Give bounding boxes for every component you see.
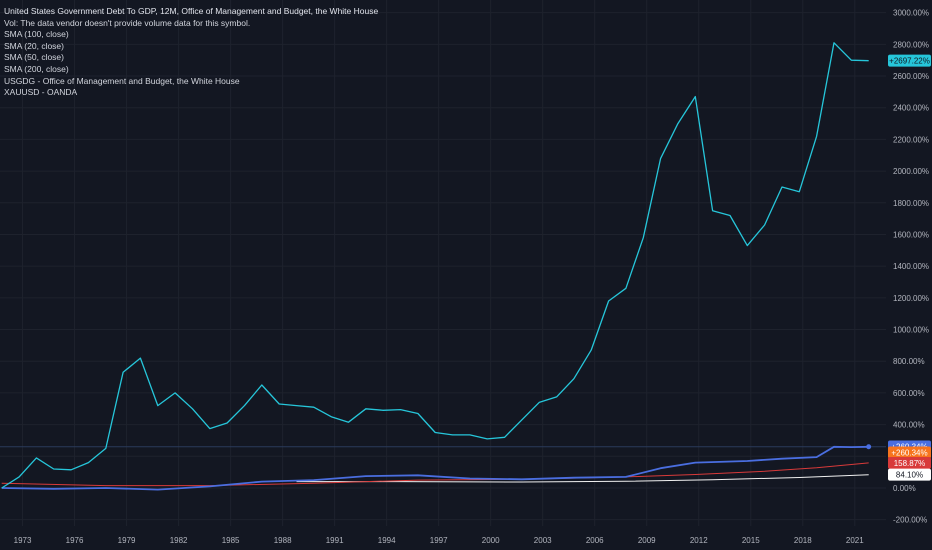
x-tick-label: 2015 <box>742 536 760 545</box>
price-tag[interactable] <box>888 456 931 469</box>
legend-sma-50[interactable]: SMA (50, close) <box>4 52 64 63</box>
x-tick-label: 2021 <box>846 536 864 545</box>
x-tick-label: 1991 <box>326 536 344 545</box>
legend-volume[interactable]: Vol: The data vendor doesn't provide vol… <box>4 17 251 28</box>
series-line-1[interactable] <box>1 445 869 491</box>
y-tick-label: 3000.00% <box>893 9 929 18</box>
x-tick-label: 1994 <box>378 536 396 545</box>
x-tick-label: 2006 <box>586 536 604 545</box>
y-tick-label: 1600.00% <box>893 230 929 239</box>
legend-sma-100[interactable]: SMA (100, close) <box>4 29 69 40</box>
price-tag[interactable] <box>888 446 931 459</box>
y-tick-label: 1200.00% <box>893 294 929 303</box>
legend-sma-200[interactable]: SMA (200, close) <box>4 63 69 74</box>
price-tag-label: 158.87% <box>894 459 926 468</box>
legend-sma-20[interactable]: SMA (20, close) <box>4 40 64 51</box>
series-last-point[interactable] <box>866 444 872 450</box>
x-tick-label: 1976 <box>66 536 84 545</box>
x-tick-label: 1988 <box>274 536 292 545</box>
series-line-0[interactable] <box>1 42 869 489</box>
y-tick-label: 1000.00% <box>893 326 929 335</box>
x-tick-label: 1979 <box>118 536 136 545</box>
y-tick-label: 2800.00% <box>893 40 929 49</box>
y-tick-label: 800.00% <box>893 357 925 366</box>
x-tick-label: 2012 <box>690 536 708 545</box>
y-tick-label: 1800.00% <box>893 199 929 208</box>
y-tick-label: -200.00% <box>893 516 927 525</box>
price-tag-label: 84.10% <box>896 471 923 480</box>
y-tick-label: 0.00% <box>893 484 916 493</box>
chart-legend: United States Government Debt To GDP, 12… <box>4 6 378 99</box>
x-tick-label: 1982 <box>170 536 188 545</box>
x-tick-label: 1997 <box>430 536 448 545</box>
y-tick-label: 2200.00% <box>893 135 929 144</box>
x-tick-label: 2009 <box>638 536 656 545</box>
price-tag-label: +260.34% <box>891 448 927 457</box>
y-tick-label: 2400.00% <box>893 104 929 113</box>
x-tick-label: 1973 <box>14 536 32 545</box>
series-line-3[interactable] <box>296 474 869 483</box>
legend-title[interactable]: United States Government Debt To GDP, 12… <box>4 6 379 16</box>
x-tick-label: 2003 <box>534 536 552 545</box>
legend-usgdg[interactable]: USGDG - Office of Management and Budget,… <box>4 75 240 86</box>
y-tick-label: 600.00% <box>893 389 925 398</box>
legend-xauusd[interactable]: XAUUSD - OANDA <box>4 87 78 98</box>
x-tick-label: 2000 <box>482 536 500 545</box>
x-tick-label: 1985 <box>222 536 240 545</box>
y-tick-label: 2000.00% <box>893 167 929 176</box>
y-tick-label: 400.00% <box>893 421 925 430</box>
price-tag[interactable] <box>888 468 931 481</box>
price-tag-label: +2697.22% <box>889 57 930 66</box>
x-tick-label: 2018 <box>794 536 812 545</box>
y-tick-label: 1400.00% <box>893 262 929 271</box>
price-tag[interactable] <box>888 54 931 67</box>
y-tick-label: 2600.00% <box>893 72 929 81</box>
